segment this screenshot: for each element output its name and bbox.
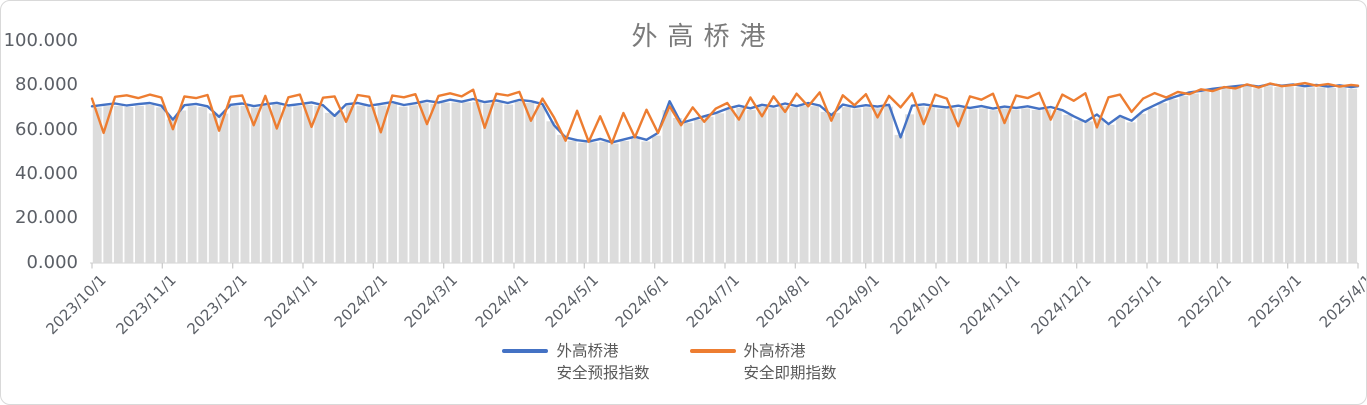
legend-item-spot-index: 外高桥港 安全即期指数 [689,340,837,384]
forecast-legend-line2: 安全预报指数 [556,364,650,382]
y-axis-tick-label: 100.000 [3,30,78,51]
spot-legend-line2: 安全即期指数 [743,364,837,382]
y-axis-tick-label: 0.000 [26,251,78,273]
legend-item-forecast-index: 外高桥港 安全预报指数 [502,340,650,384]
y-axis-tick-label: 20.000 [15,207,78,229]
legend: 外高桥港 安全预报指数 外高桥港 安全即期指数 [1,340,1366,384]
spot-legend-line1: 外高桥港 [743,342,806,360]
y-axis-tick-label: 60.000 [15,118,78,140]
y-axis-tick-label: 80.000 [15,74,78,96]
spot-legend-label: 外高桥港 安全即期指数 [744,340,837,384]
spot-line-swatch-icon [689,349,736,353]
forecast-line-swatch-icon [502,349,549,353]
forecast-legend-label: 外高桥港 安全预报指数 [556,340,649,384]
y-axis-tick-label: 40.000 [15,162,78,184]
chart-title: 外高桥港 [631,22,776,52]
forecast-legend-line1: 外高桥港 [556,342,619,360]
